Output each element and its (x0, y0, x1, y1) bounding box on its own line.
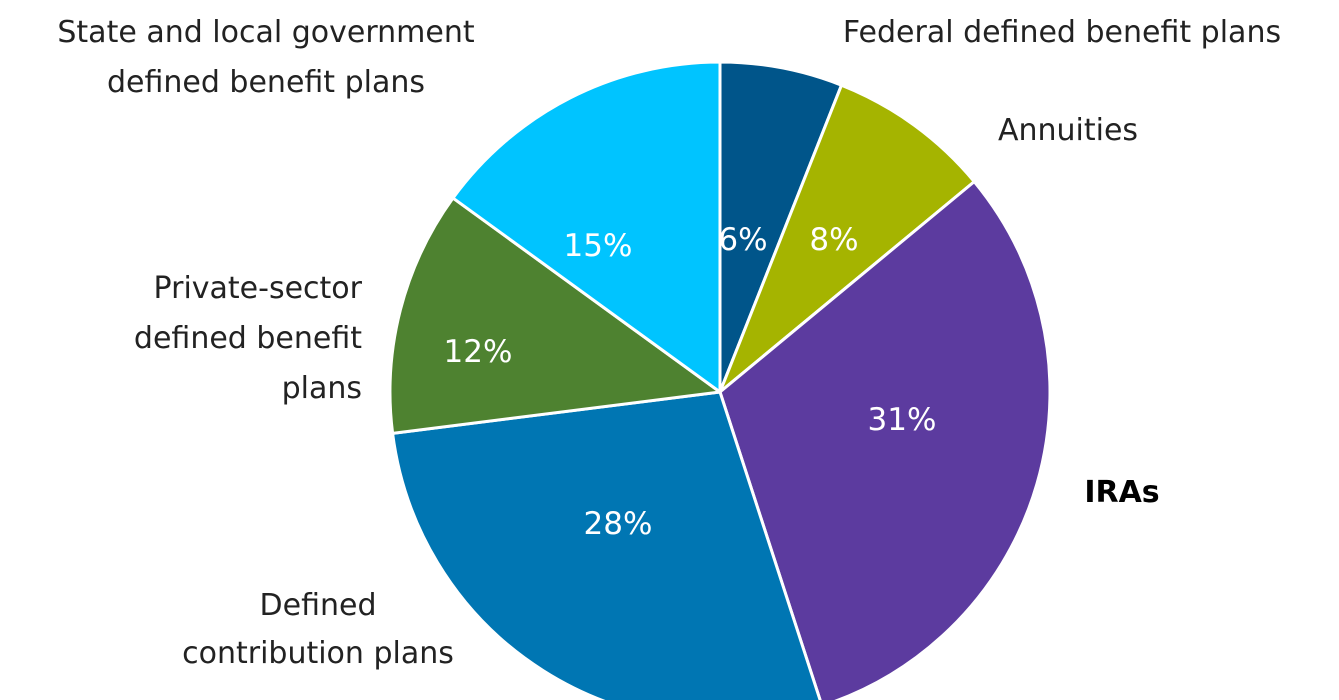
pie-slice (451, 60, 722, 394)
slice-category-label-line: defined benefit plans (107, 65, 425, 100)
slice-category-label: Annuities (998, 113, 1138, 148)
slice-category-label-line: Defined (260, 588, 377, 623)
category-labels: Federal defined benefit plans Annuities IR… (57, 15, 1281, 671)
slice-category-label-line: Annuities (998, 113, 1138, 148)
slice-percent-label: 31% (868, 402, 937, 438)
slice-category-label-line: contribution plans (182, 636, 454, 671)
pie-slice (718, 83, 976, 394)
pie-slice (388, 196, 722, 435)
slice-category-label: State and local government defined benefi… (57, 15, 474, 100)
slice-category-label-line: State and local government (57, 15, 474, 50)
pie-slice (718, 180, 1052, 700)
slice-category-label-line: Federal defined benefit plans (843, 15, 1281, 50)
slice-category-label-line: Private-sector (154, 271, 363, 306)
pie-slices (388, 60, 1052, 700)
slice-percent-label: 12% (444, 334, 513, 370)
slice-category-label-line: defined benefit (134, 321, 362, 356)
slice-category-label: Defined contribution plans (182, 588, 454, 671)
slice-category-label: IRAs (1084, 475, 1159, 510)
slice-percent-label: 8% (809, 222, 858, 258)
percentage-labels: 6% 8% 31% 28% 12% 15% (444, 222, 937, 542)
slice-category-label-line: IRAs (1084, 475, 1159, 510)
slice-percent-label: 6% (718, 222, 767, 258)
slice-category-label: Federal defined benefit plans (843, 15, 1281, 50)
pie-slice (718, 60, 843, 394)
pie-slice (391, 390, 822, 700)
slice-category-label-line: plans (282, 371, 362, 406)
slice-percent-label: 28% (584, 506, 653, 542)
slice-category-label: Private-sector defined benefit plans (134, 271, 363, 406)
slice-percent-label: 15% (564, 228, 633, 264)
